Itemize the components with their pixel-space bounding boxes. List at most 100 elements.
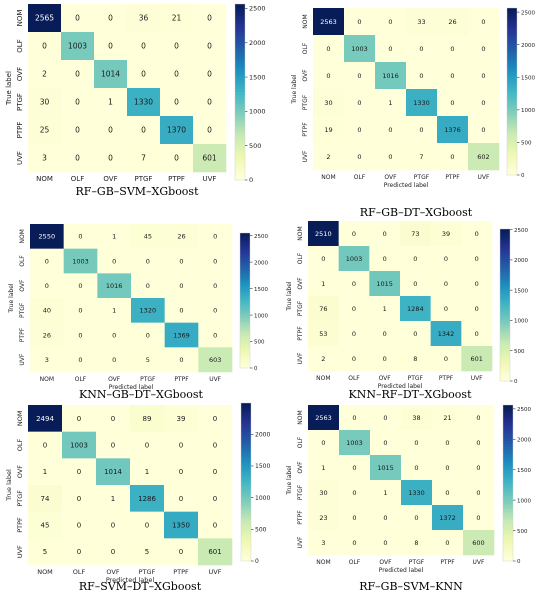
heatmap-cell — [313, 35, 345, 63]
heatmap-cell — [198, 431, 233, 459]
heatmap-cell — [463, 405, 495, 431]
colorbar-segment — [507, 21, 517, 26]
colorbar-segment — [500, 249, 510, 253]
colorbar-segment — [235, 62, 245, 66]
colorbar-tick-label: 2000 — [514, 258, 528, 264]
colorbar-segment — [240, 244, 250, 247]
colorbar-segment — [503, 493, 513, 497]
colorbar-segment — [500, 317, 510, 321]
cell-value-label: 0 — [475, 305, 479, 313]
x-tick-label: PTPF — [168, 175, 185, 183]
colorbar-tick-label: 0 — [514, 379, 518, 385]
colorbar-segment — [503, 506, 513, 510]
colorbar-segment — [240, 233, 250, 236]
cell-value-label: 0 — [42, 42, 47, 51]
heatmap-cell — [437, 116, 469, 144]
colorbar-segment — [240, 336, 250, 340]
colorbar-segment — [507, 72, 517, 76]
heatmap-cell — [400, 346, 431, 372]
cell-value-label: 0 — [77, 415, 81, 423]
cell-value-label: 0 — [213, 441, 217, 449]
heatmap-cell — [401, 430, 433, 456]
cell-value-label: 0 — [174, 154, 179, 163]
cell-value-label: 2563 — [315, 414, 332, 422]
heatmap-cell — [63, 273, 98, 299]
cell-value-label: 8 — [413, 355, 417, 363]
heatmap-cell — [463, 530, 495, 556]
cell-value-label: 0 — [414, 439, 418, 447]
heatmap-cell — [313, 116, 345, 144]
heatmap-cell — [308, 530, 340, 556]
heatmap-cell — [308, 480, 340, 506]
y-tick-label: OVF — [16, 465, 24, 478]
colorbar-segment — [241, 468, 251, 472]
heatmap-cell — [97, 224, 132, 249]
colorbar-segment — [507, 155, 517, 159]
colorbar-segment — [240, 273, 250, 277]
colorbar-segment — [503, 418, 513, 421]
heatmap-cell — [308, 430, 340, 456]
colorbar-segment — [507, 85, 517, 90]
cell-value-label: 0 — [476, 439, 480, 447]
y-tick-label: UVF — [16, 151, 24, 165]
colorbar-segment — [235, 118, 245, 122]
colorbar-tick-label: 2000 — [255, 431, 270, 438]
colorbar-segment — [500, 264, 510, 268]
cell-value-label: 0 — [179, 356, 183, 364]
x-tick-label: NOM — [321, 174, 335, 181]
heatmap-cell — [30, 347, 64, 373]
cell-value-label: 0 — [145, 521, 149, 529]
heatmap-cell — [430, 321, 462, 347]
cell-value-label: 0 — [419, 126, 423, 134]
colorbar-segment — [500, 325, 510, 329]
cell-value-label: 1 — [43, 468, 47, 476]
cell-value-label: 0 — [383, 355, 387, 363]
colorbar-segment — [500, 368, 510, 372]
colorbar-segment — [503, 490, 513, 494]
heatmap-cell — [28, 60, 62, 89]
heatmap-cell — [430, 271, 462, 297]
cell-value-label: 0 — [444, 255, 448, 263]
heatmap-cell — [193, 144, 227, 173]
colorbar-segment — [500, 365, 510, 369]
x-tick-label: PTPF — [439, 375, 454, 382]
colorbar-segment — [241, 431, 251, 435]
heatmap-cell — [375, 35, 407, 63]
colorbar-segment — [235, 48, 245, 52]
colorbar-segment — [240, 359, 250, 362]
x-tick-label: NOM — [316, 559, 330, 566]
cell-value-label: 1003 — [346, 439, 363, 447]
cell-value-label: 0 — [321, 255, 325, 263]
colorbar-segment — [235, 174, 245, 178]
x-tick-label: UVF — [209, 376, 221, 383]
colorbar-segment — [240, 305, 250, 308]
colorbar-segment — [503, 436, 513, 440]
heatmap-cell — [131, 347, 165, 373]
colorbar-tick-label: 1500 — [521, 75, 535, 81]
y-tick-label: NOM — [16, 10, 24, 27]
colorbar-segment — [507, 97, 517, 101]
cell-value-label: 1 — [111, 495, 115, 503]
colorbar-segment — [503, 540, 513, 544]
cell-value-label: 0 — [357, 153, 361, 161]
cell-value-label: 0 — [112, 331, 116, 339]
y-tick-label: UVF — [16, 545, 24, 558]
heatmap-cell — [198, 458, 233, 486]
colorbar-segment — [235, 115, 245, 119]
colorbar-segment — [240, 356, 250, 360]
cell-value-label: 0 — [75, 98, 80, 107]
colorbar-segment — [241, 476, 251, 480]
colorbar-segment — [235, 138, 245, 143]
cell-value-label: 0 — [383, 230, 387, 238]
x-tick-label: NOM — [36, 175, 53, 183]
colorbar-segment — [235, 36, 245, 40]
colorbar-segment — [240, 320, 250, 324]
heatmap-cell — [339, 405, 371, 431]
cell-value-label: 0 — [213, 468, 217, 476]
x-tick-label: NOM — [40, 376, 54, 383]
colorbar-segment — [503, 454, 513, 458]
colorbar-segment — [507, 10, 517, 14]
colorbar-segment — [500, 299, 510, 303]
heatmap-cell — [370, 405, 402, 431]
cell-value-label: 0 — [445, 539, 449, 547]
